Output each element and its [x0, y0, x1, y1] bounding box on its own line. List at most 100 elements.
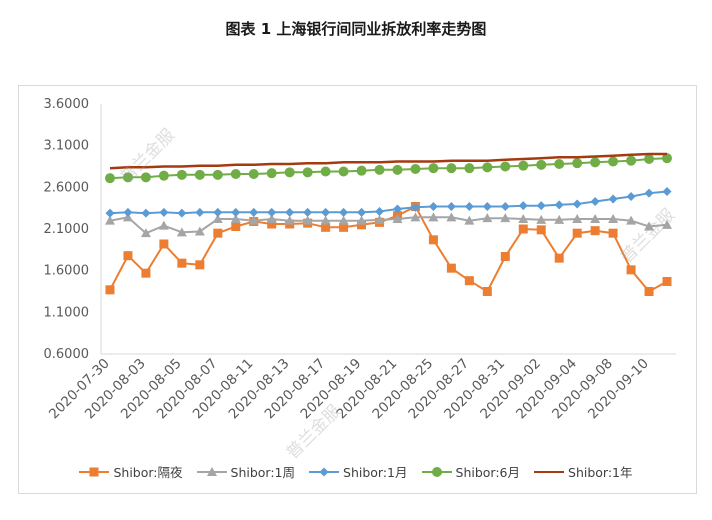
data-point-month1 — [464, 202, 474, 211]
data-point-overnight — [195, 260, 205, 270]
data-point-month6 — [302, 167, 313, 178]
data-point-month1 — [590, 197, 600, 206]
data-point-month6 — [320, 166, 331, 177]
data-point-month6 — [230, 169, 241, 179]
data-point-week1 — [554, 214, 565, 224]
data-point-month1 — [267, 207, 277, 217]
series-line-month1 — [109, 190, 668, 215]
data-point-month6 — [518, 160, 529, 171]
data-point-week1 — [266, 214, 277, 223]
data-point-month1 — [392, 204, 402, 214]
chart-title: 图表 1 上海银行间同业拆放利率走势图 — [225, 20, 487, 38]
data-point-overnight — [590, 226, 600, 236]
data-point-week1 — [176, 227, 187, 237]
y-tick-label: 2.1000 — [44, 222, 90, 237]
data-point-month6 — [338, 166, 349, 177]
legend-marker — [319, 467, 329, 476]
legend-label: Shibor:1年 — [568, 465, 633, 480]
data-point-week1 — [644, 221, 655, 231]
legend-swatch — [79, 467, 110, 476]
data-point-week1 — [194, 226, 205, 236]
data-point-week1 — [428, 212, 439, 222]
data-point-week1 — [518, 214, 529, 223]
data-point-month1 — [357, 207, 367, 217]
data-point-week1 — [356, 215, 367, 225]
data-point-month1 — [572, 199, 582, 209]
data-point-week1 — [626, 215, 637, 225]
data-point-week1 — [590, 214, 601, 223]
data-point-week1 — [302, 215, 313, 225]
data-point-week1 — [410, 212, 421, 222]
data-point-month1 — [123, 207, 133, 217]
data-point-week1 — [392, 214, 403, 223]
data-point-overnight — [177, 258, 187, 268]
data-point-month6 — [122, 172, 133, 183]
data-point-overnight — [536, 225, 546, 235]
data-point-week1 — [212, 214, 223, 223]
data-point-month1 — [321, 207, 331, 217]
y-tick-label: 0.6000 — [44, 347, 90, 362]
data-point-month1 — [195, 207, 205, 217]
data-point-month1 — [554, 200, 564, 210]
data-point-month1 — [285, 207, 295, 217]
data-point-month1 — [536, 201, 546, 211]
data-point-overnight — [464, 276, 474, 286]
data-point-month6 — [392, 164, 403, 175]
data-point-month6 — [248, 169, 259, 179]
data-point-month1 — [500, 202, 510, 211]
data-point-overnight — [141, 268, 151, 278]
data-point-week1 — [536, 214, 547, 224]
data-point-month6 — [158, 170, 169, 181]
data-point-month1 — [446, 202, 456, 211]
data-point-week1 — [374, 214, 385, 224]
legend-item-overnight: Shibor:隔夜 — [79, 462, 183, 481]
data-point-week1 — [140, 228, 151, 238]
data-point-overnight — [518, 224, 528, 234]
data-point-week1 — [608, 214, 619, 223]
data-point-week1 — [662, 219, 673, 229]
data-point-month6 — [194, 169, 205, 180]
legend-label: Shibor:隔夜 — [113, 465, 183, 480]
data-point-week1 — [248, 215, 259, 225]
legend-swatch — [421, 466, 452, 477]
legend-marker — [89, 467, 99, 476]
chart-frame — [18, 85, 697, 494]
y-tick-label: 3.6000 — [44, 97, 90, 112]
data-point-month1 — [375, 207, 385, 216]
data-point-month6 — [644, 154, 655, 164]
data-point-overnight — [608, 228, 618, 238]
data-point-month6 — [374, 164, 385, 175]
data-point-overnight — [644, 287, 654, 296]
data-point-month6 — [428, 163, 439, 174]
legend-marker — [431, 466, 442, 477]
data-point-week1 — [482, 213, 493, 223]
data-point-overnight — [428, 235, 438, 245]
data-point-overnight — [554, 253, 564, 263]
legend-label: Shibor:1月 — [343, 465, 408, 480]
legend-swatch — [534, 470, 565, 473]
y-tick-label: 1.6000 — [44, 264, 90, 279]
data-point-month1 — [518, 201, 528, 211]
data-point-month6 — [662, 153, 673, 164]
data-point-week1 — [500, 213, 511, 223]
data-point-week1 — [446, 212, 457, 222]
y-tick-label: 2.6000 — [44, 180, 90, 195]
data-point-week1 — [158, 220, 169, 230]
data-point-week1 — [320, 215, 331, 225]
data-point-week1 — [572, 214, 583, 223]
data-point-month1 — [608, 194, 618, 204]
series-line-week1 — [109, 216, 668, 235]
data-point-week1 — [230, 214, 241, 223]
legend-item-month6: Shibor:6月 — [421, 462, 520, 481]
data-point-month1 — [159, 207, 169, 217]
data-point-month6 — [176, 169, 187, 180]
data-point-month6 — [554, 159, 565, 169]
y-tick-label: 3.1000 — [44, 139, 90, 154]
legend-label: Shibor:1周 — [230, 465, 296, 480]
data-point-month1 — [105, 208, 115, 218]
data-point-week1 — [464, 215, 475, 225]
data-point-month1 — [662, 187, 672, 196]
data-point-month6 — [482, 162, 493, 173]
data-point-month6 — [464, 163, 475, 174]
